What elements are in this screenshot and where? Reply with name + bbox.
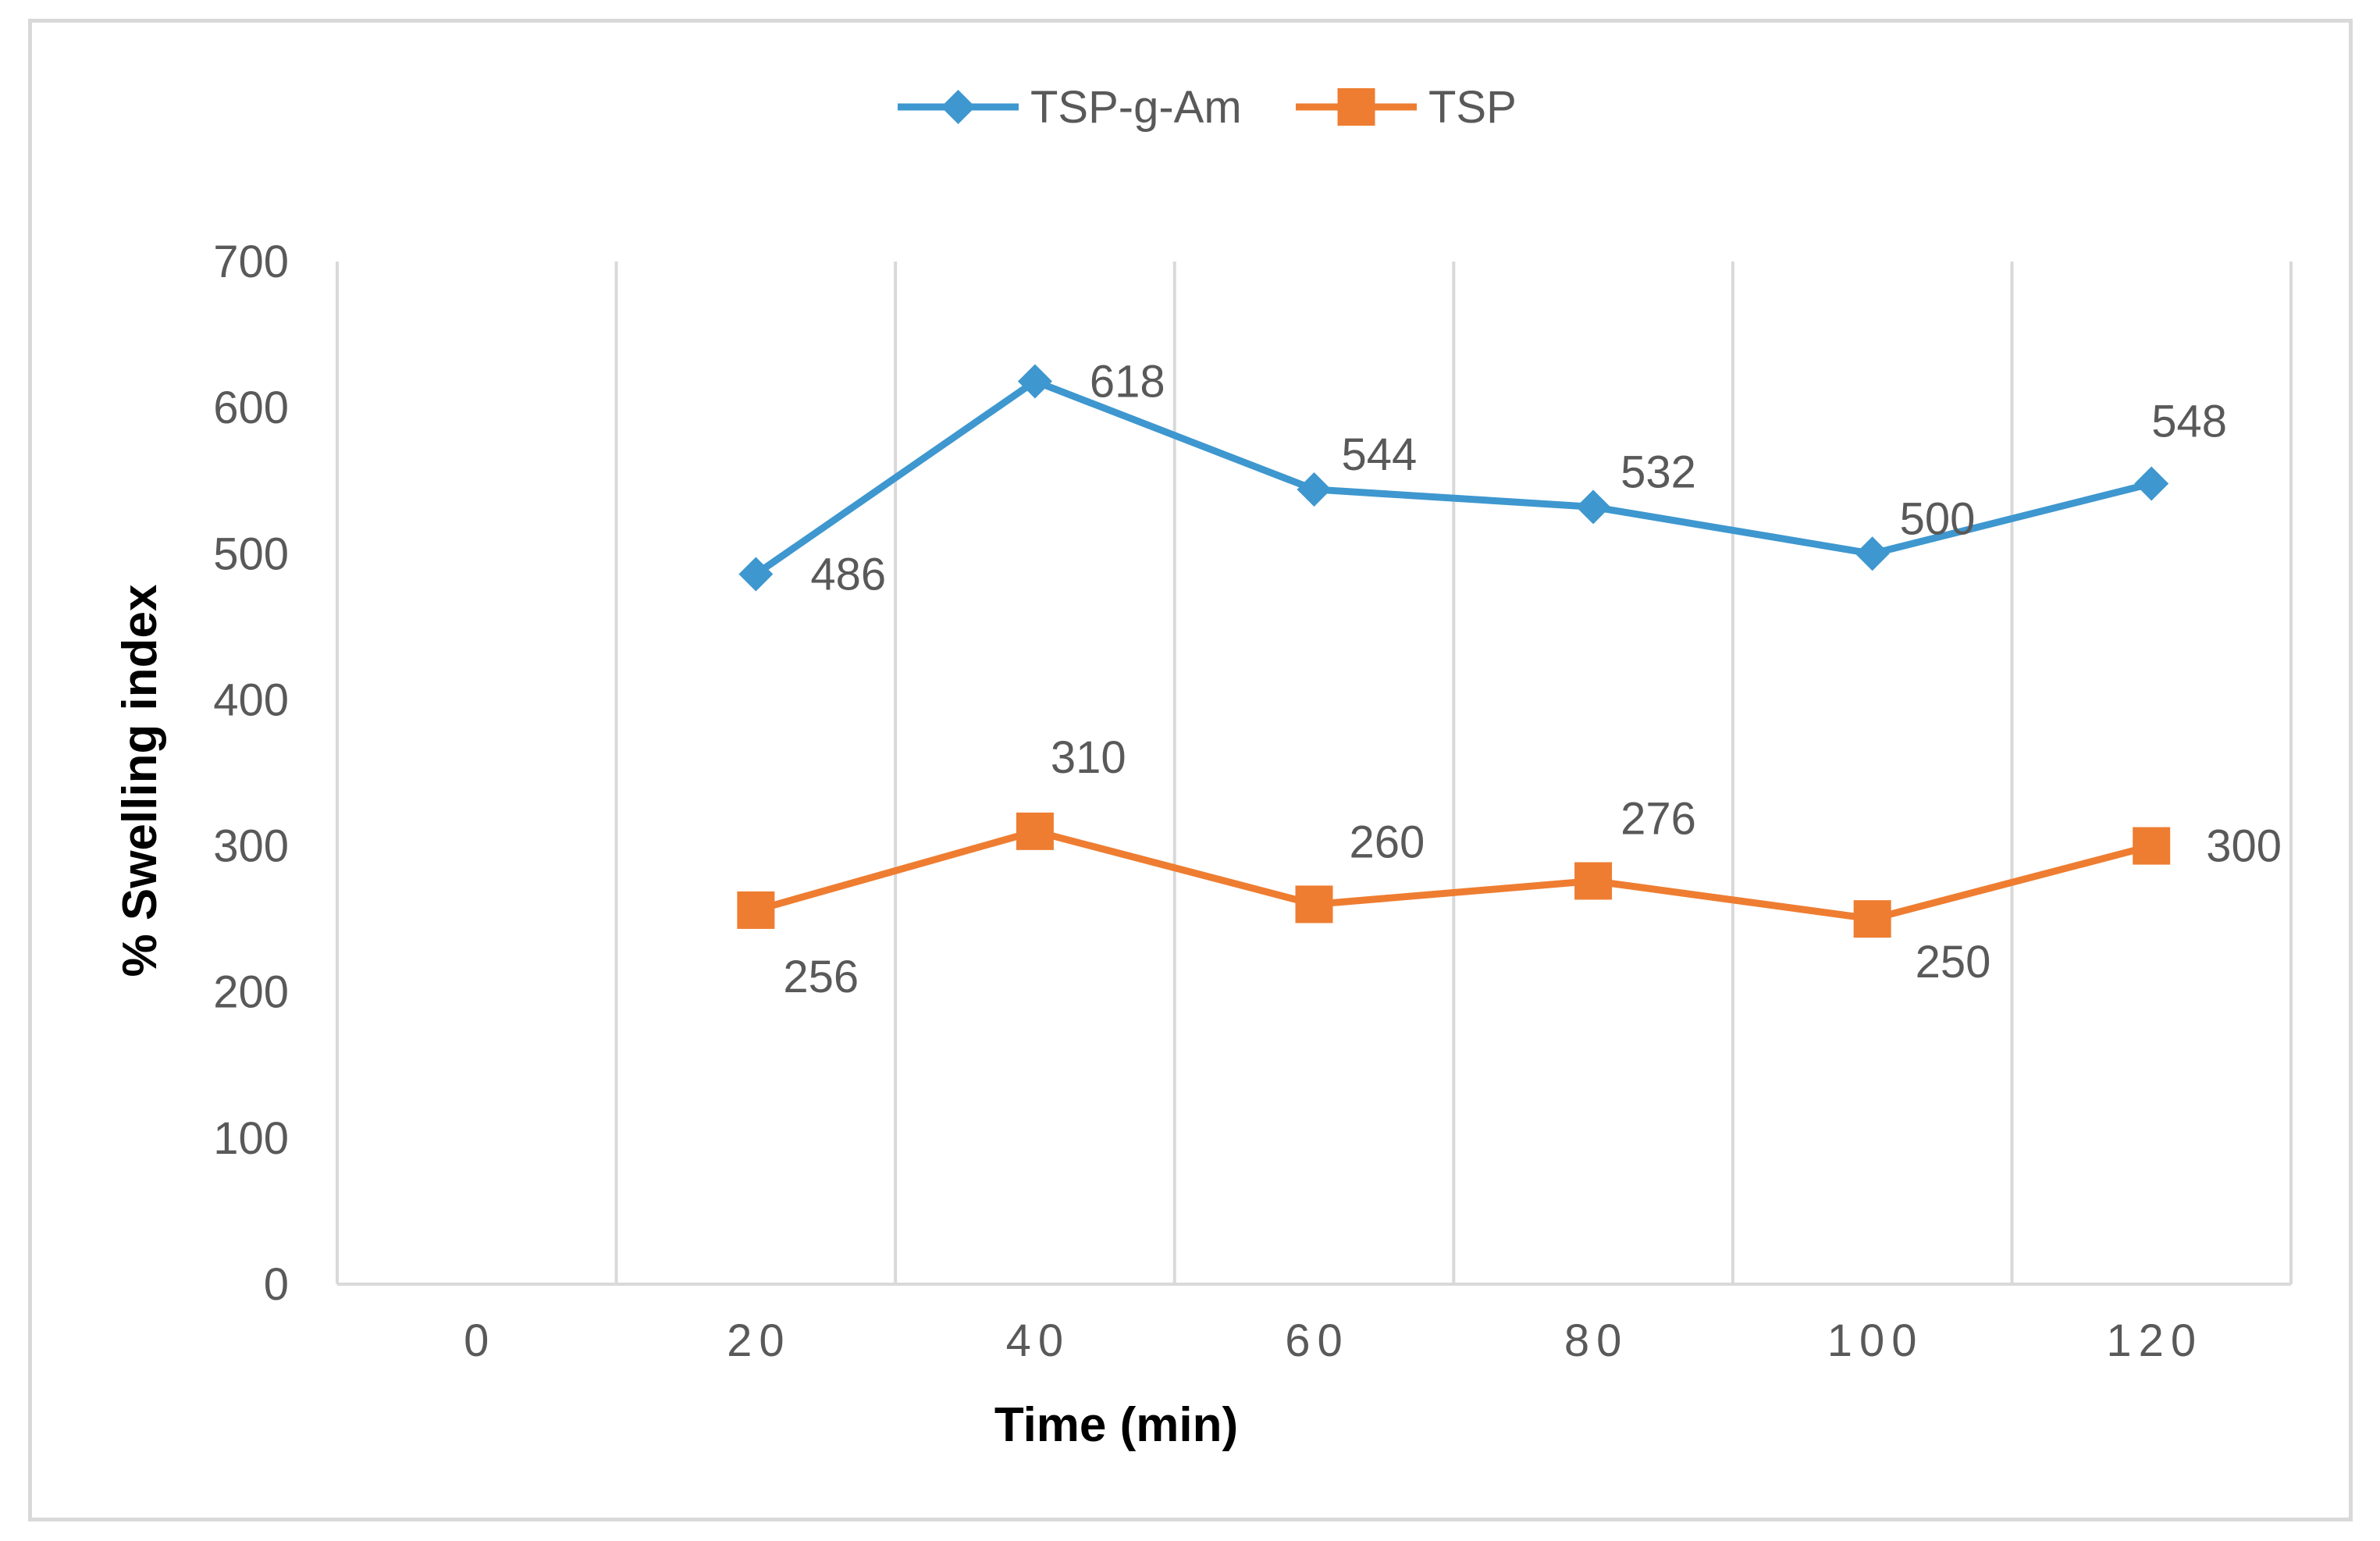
- y-tick-label: 100: [213, 1113, 289, 1164]
- legend: TSP-g-Am TSP: [898, 82, 1517, 133]
- data-point-marker: [738, 557, 774, 592]
- data-point-marker: [1295, 885, 1333, 924]
- x-tick-label: 120: [2106, 1315, 2203, 1366]
- x-tick-label: 20: [727, 1315, 792, 1366]
- legend-label: TSP-g-Am: [1030, 82, 1242, 133]
- y-tick-label: 0: [264, 1259, 289, 1310]
- series-line-tsp: [755, 827, 2153, 923]
- legend-marker: [1337, 88, 1375, 126]
- x-tick-label: 80: [1564, 1315, 1629, 1366]
- chart-frame: [28, 19, 2353, 1521]
- data-point-marker: [737, 891, 775, 929]
- series-layer: 486 618 544 532 500 548 256 310 260 276 250 300: [737, 356, 2282, 1002]
- data-label: 618: [1090, 356, 1165, 407]
- y-tick-label: 600: [213, 383, 289, 433]
- data-point-marker: [2133, 827, 2171, 865]
- data-label: 500: [1900, 493, 1976, 544]
- data-label: 250: [1916, 937, 1991, 988]
- axes: 0 100 200 300 400 500 600 700 0 20 40 60 80 100 120: [213, 237, 2291, 1366]
- x-tick-label: 100: [1827, 1315, 1924, 1366]
- data-label: 260: [1350, 817, 1425, 867]
- data-label: 548: [2151, 396, 2227, 447]
- data-label: 310: [1051, 732, 1126, 783]
- data-label: 544: [1342, 429, 1418, 480]
- x-tick-label: 40: [1006, 1315, 1071, 1366]
- data-label: 300: [2206, 821, 2282, 872]
- data-point-marker: [2134, 466, 2169, 501]
- data-point-marker: [1855, 536, 1890, 571]
- data-label: 256: [783, 952, 859, 1002]
- data-point-marker: [1853, 900, 1891, 938]
- data-point-marker: [1017, 364, 1052, 399]
- data-label: 276: [1620, 793, 1696, 844]
- data-point-marker: [1016, 812, 1054, 850]
- series-line-tsp-g-am: [753, 377, 2153, 578]
- y-tick-label: 200: [213, 967, 289, 1018]
- y-axis-title: % Swelling index: [113, 584, 167, 977]
- x-tick-label: 60: [1285, 1315, 1350, 1366]
- x-tick-label: 0: [464, 1315, 496, 1366]
- legend-label: TSP: [1428, 82, 1517, 133]
- data-point-marker: [1574, 862, 1613, 900]
- y-tick-label: 500: [213, 528, 289, 579]
- legend-marker: [941, 90, 976, 124]
- data-point-marker: [1576, 489, 1611, 525]
- grid-lines: [336, 262, 2293, 1284]
- data-label: 486: [810, 549, 886, 600]
- y-tick-label: 700: [213, 237, 289, 287]
- data-point-marker: [1297, 472, 1332, 507]
- x-axis-title: Time (min): [994, 1398, 1238, 1452]
- y-tick-label: 400: [213, 674, 289, 725]
- y-tick-label: 300: [213, 821, 289, 872]
- data-label: 532: [1620, 447, 1696, 497]
